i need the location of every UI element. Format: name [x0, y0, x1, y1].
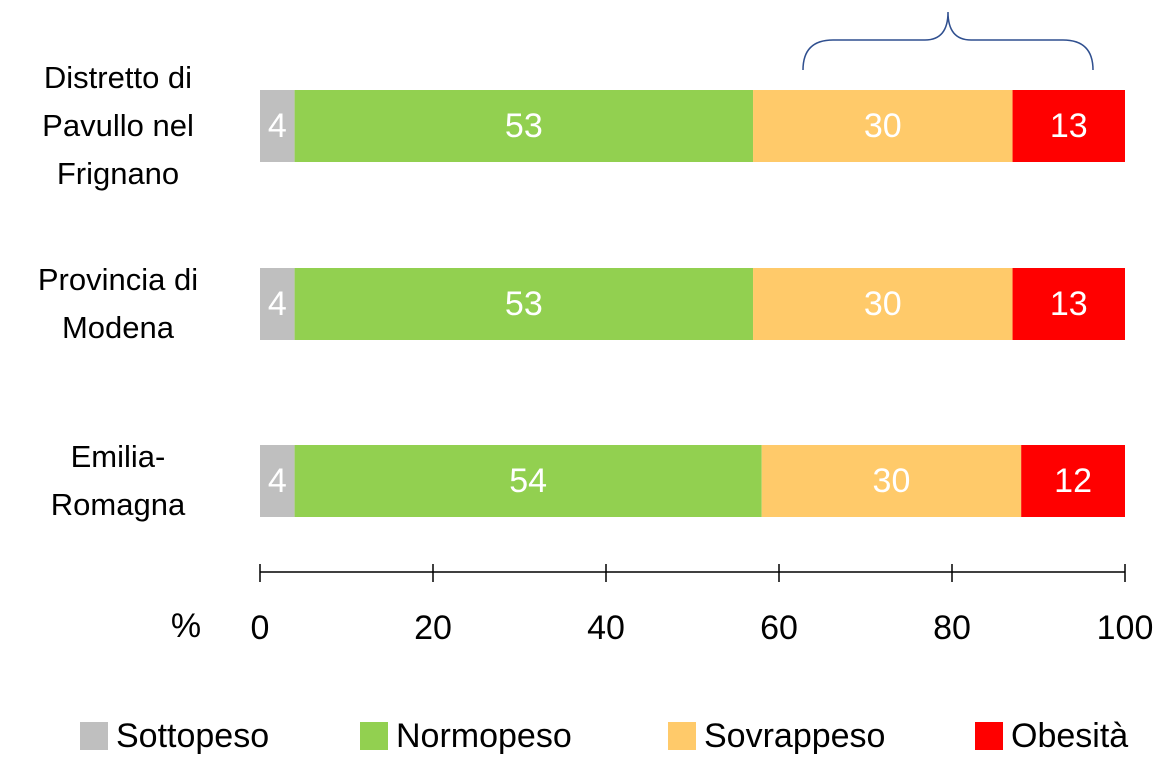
x-tick-label: 80	[933, 609, 971, 647]
legend-label: Sottopeso	[116, 717, 269, 755]
bar-segment	[294, 445, 762, 517]
data-label: 12	[1054, 462, 1092, 500]
bar-segment	[1012, 268, 1125, 340]
bar-segment	[260, 445, 295, 517]
bar-segment	[260, 268, 295, 340]
data-label: 4	[268, 107, 287, 145]
legend-swatch	[975, 722, 1003, 750]
legend-swatch	[80, 722, 108, 750]
legend-label: Normopeso	[396, 717, 572, 755]
bar-segment	[294, 268, 754, 340]
data-label: 13	[1050, 107, 1088, 145]
data-label: 30	[864, 107, 902, 145]
bar-segment	[1012, 90, 1125, 162]
data-label: 13	[1050, 285, 1088, 323]
brace	[802, 11, 1094, 71]
data-label: 30	[873, 462, 911, 500]
data-label: 54	[509, 462, 547, 500]
legend-swatch	[360, 722, 388, 750]
bar-segment	[1021, 445, 1125, 517]
x-tick-label: 0	[251, 609, 270, 647]
legend-label: Sovrappeso	[704, 717, 885, 755]
x-tick-label: 100	[1097, 609, 1154, 647]
data-label: 30	[864, 285, 902, 323]
category-label: Distretto di Pavullo nel Frignano	[42, 60, 194, 191]
bar-segment	[753, 268, 1013, 340]
data-label: 4	[268, 462, 287, 500]
legend-label: Obesità	[1011, 717, 1128, 755]
legend-swatch	[668, 722, 696, 750]
data-label: 53	[505, 107, 543, 145]
category-label: Emilia-Romagna	[50, 439, 186, 522]
data-label: 4	[268, 285, 287, 323]
bar-segment	[294, 90, 754, 162]
x-tick-label: 60	[760, 609, 798, 647]
bar-segment	[260, 90, 295, 162]
bar-segment	[753, 90, 1013, 162]
x-tick-label: 40	[587, 609, 625, 647]
bar-segment	[761, 445, 1022, 517]
x-tick-label: 20	[414, 609, 452, 647]
category-label: Provincia di Modena	[37, 262, 199, 345]
data-label: 53	[505, 285, 543, 323]
x-axis-label: %	[171, 607, 201, 645]
